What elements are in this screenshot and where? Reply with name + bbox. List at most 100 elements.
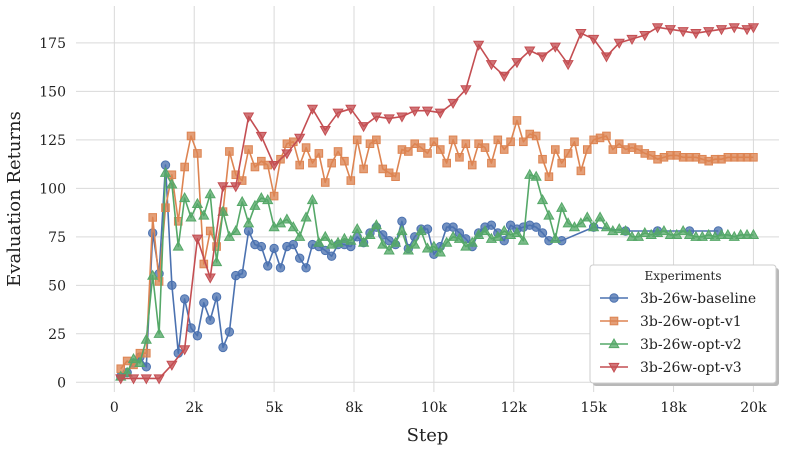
data-point-3b-26w-opt-v1	[512, 116, 522, 125]
data-point-3b-26w-opt-v3	[357, 122, 370, 133]
data-point-3b-26w-opt-v1	[582, 145, 592, 154]
data-point-3b-26w-opt-v1	[340, 156, 349, 166]
data-point-3b-26w-opt-v2	[613, 223, 625, 234]
data-point-3b-26w-opt-v1	[557, 158, 567, 168]
data-point-3b-26w-opt-v3	[191, 234, 204, 245]
data-point-3b-26w-opt-v1	[416, 143, 426, 152]
data-point-3b-26w-baseline	[199, 298, 209, 308]
data-point-3b-26w-opt-v1	[576, 166, 586, 176]
data-point-3b-26w-opt-v2	[575, 217, 587, 228]
data-point-3b-26w-opt-v1	[614, 139, 624, 149]
data-point-3b-26w-opt-v3	[485, 60, 498, 71]
data-point-3b-26w-opt-v2	[242, 217, 255, 228]
data-point-3b-26w-opt-v2	[249, 199, 261, 210]
data-point-3b-26w-opt-v1	[346, 176, 356, 185]
data-point-3b-26w-opt-v2	[402, 244, 414, 255]
data-point-3b-26w-baseline	[256, 241, 267, 252]
data-point-3b-26w-opt-v1	[506, 137, 515, 147]
data-point-3b-26w-opt-v2	[383, 244, 395, 255]
x-tick-label: 2k	[186, 400, 204, 416]
data-point-3b-26w-baseline	[237, 268, 247, 279]
data-point-3b-26w-opt-v3	[345, 104, 357, 115]
data-point-3b-26w-opt-v2	[166, 178, 178, 189]
data-point-3b-26w-baseline	[192, 331, 203, 341]
data-point-3b-26w-opt-v1	[448, 135, 458, 145]
data-point-3b-26w-opt-v1	[429, 137, 439, 147]
data-point-3b-26w-opt-v3	[741, 25, 753, 36]
data-point-3b-26w-opt-v1	[186, 131, 196, 141]
data-point-3b-26w-baseline	[167, 280, 177, 291]
legend-item-3b-26w-opt-v1: 3b-26w-opt-v1	[600, 314, 742, 330]
data-point-3b-26w-opt-v1	[749, 152, 758, 162]
data-point-3b-26w-opt-v3	[600, 52, 613, 63]
data-point-3b-26w-opt-v2	[530, 170, 542, 181]
data-point-3b-26w-opt-v1	[212, 242, 221, 251]
data-point-3b-26w-opt-v3	[319, 126, 331, 137]
data-point-3b-26w-opt-v1	[423, 149, 432, 158]
data-point-3b-26w-opt-v1	[161, 203, 170, 213]
data-point-3b-26w-opt-v3	[268, 160, 280, 172]
data-point-3b-26w-opt-v3	[140, 374, 152, 385]
data-point-3b-26w-baseline	[211, 292, 222, 302]
data-point-3b-26w-opt-v3	[524, 46, 536, 57]
data-point-3b-26w-opt-v2	[178, 192, 191, 203]
data-point-3b-26w-opt-v2	[396, 224, 408, 236]
data-point-3b-26w-opt-v3	[396, 112, 408, 123]
data-point-3b-26w-opt-v1	[467, 160, 477, 170]
data-point-3b-26w-opt-v3	[447, 98, 459, 110]
data-point-3b-26w-opt-v1	[455, 152, 464, 162]
data-point-3b-26w-opt-v1	[404, 147, 413, 156]
legend-marker	[608, 337, 620, 349]
legend-marker	[608, 362, 620, 374]
data-point-3b-26w-baseline	[397, 216, 407, 227]
data-point-3b-26w-opt-v2	[479, 224, 491, 236]
data-point-3b-26w-opt-v2	[306, 193, 319, 205]
y-tick-label: 175	[39, 36, 66, 52]
data-point-3b-26w-opt-v2	[172, 240, 184, 251]
data-point-3b-26w-opt-v1	[320, 178, 330, 187]
data-point-3b-26w-opt-v1	[308, 158, 317, 168]
data-point-3b-26w-opt-v2	[204, 188, 216, 199]
y-tick-label: 100	[39, 181, 66, 197]
data-point-3b-26w-opt-v2	[434, 246, 446, 257]
data-point-3b-26w-opt-v3	[306, 104, 319, 115]
legend-item-3b-26w-opt-v3: 3b-26w-opt-v3	[600, 360, 742, 376]
data-point-3b-26w-opt-v1	[570, 137, 579, 147]
data-point-3b-26w-opt-v1	[531, 131, 541, 141]
data-point-3b-26w-opt-v2	[370, 219, 383, 230]
data-point-3b-26w-opt-v1	[301, 143, 311, 152]
data-point-3b-26w-opt-v1	[499, 145, 509, 154]
y-axis-label: Evaluation Returns	[4, 111, 25, 287]
data-point-3b-26w-opt-v3	[639, 30, 651, 42]
data-point-3b-26w-opt-v2	[703, 228, 715, 239]
data-point-3b-26w-opt-v2	[300, 211, 312, 222]
data-point-3b-26w-opt-v2	[466, 236, 478, 247]
data-point-3b-26w-opt-v3	[747, 23, 760, 34]
data-point-3b-26w-opt-v3	[690, 29, 702, 40]
data-point-3b-26w-opt-v2	[357, 236, 370, 247]
data-point-3b-26w-baseline	[224, 327, 235, 337]
data-point-3b-26w-baseline	[486, 220, 497, 230]
legend-items: 3b-26w-baseline 3b-26w-opt-v1 3b-26w-opt-v…	[600, 291, 756, 376]
data-point-3b-26w-opt-v2	[121, 366, 133, 377]
data-point-3b-26w-opt-v2	[262, 193, 274, 205]
data-point-3b-26w-opt-v2	[511, 226, 523, 238]
data-point-3b-26w-baseline	[218, 342, 228, 353]
data-point-3b-26w-opt-v2	[683, 228, 696, 239]
data-point-3b-26w-opt-v2	[536, 193, 549, 205]
data-point-3b-26w-opt-v2	[447, 230, 459, 241]
y-tick-label: 25	[48, 327, 66, 343]
data-point-3b-26w-opt-v2	[281, 213, 293, 224]
data-point-3b-26w-opt-v1	[480, 143, 490, 152]
data-point-3b-26w-opt-v1	[359, 164, 368, 174]
data-point-3b-26w-opt-v2	[153, 327, 165, 338]
data-point-3b-26w-opt-v2	[185, 211, 197, 222]
data-point-3b-26w-opt-v1	[269, 191, 279, 201]
legend: Experiments 3b-26w-baseline 3b-26w-opt-v1…	[589, 264, 779, 386]
data-point-3b-26w-opt-v3	[511, 58, 523, 69]
data-point-3b-26w-opt-v1	[391, 172, 400, 181]
data-point-3b-26w-baseline	[205, 315, 215, 325]
series-3b-26w-opt-v1	[116, 116, 758, 374]
data-point-3b-26w-opt-v1	[538, 154, 547, 164]
